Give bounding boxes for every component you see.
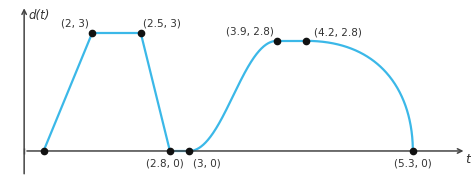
Text: (2, 3): (2, 3) bbox=[61, 18, 89, 28]
Text: (4.2, 2.8): (4.2, 2.8) bbox=[314, 28, 362, 38]
Text: (3.9, 2.8): (3.9, 2.8) bbox=[226, 26, 274, 36]
Text: (2.5, 3): (2.5, 3) bbox=[143, 18, 181, 28]
Text: (2.8, 0): (2.8, 0) bbox=[146, 158, 184, 168]
Text: d(t): d(t) bbox=[28, 9, 49, 22]
Text: (3, 0): (3, 0) bbox=[193, 158, 221, 168]
Text: t: t bbox=[465, 153, 471, 166]
Text: (5.3, 0): (5.3, 0) bbox=[394, 158, 432, 168]
